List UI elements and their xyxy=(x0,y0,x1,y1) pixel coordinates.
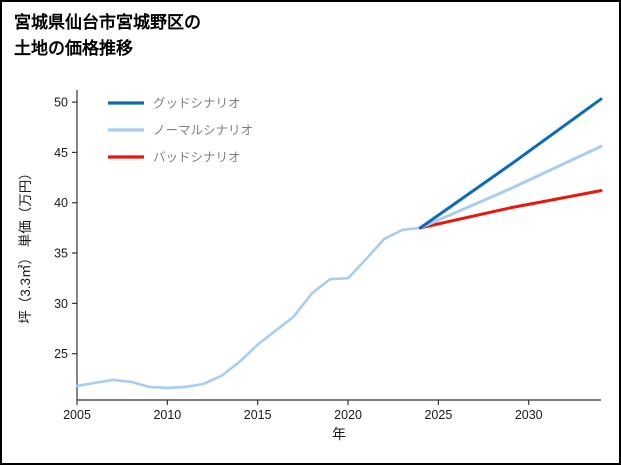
y-tick-label: 35 xyxy=(54,247,68,261)
legend-label: グッドシナリオ xyxy=(153,97,241,111)
chart-title-line1: 宮城県仙台市宮城野区の xyxy=(14,13,201,32)
legend-label: ノーマルシナリオ xyxy=(153,124,253,138)
scenario-line xyxy=(418,97,603,230)
y-axis-title: 坪（3.3㎡） 単価（万円） xyxy=(18,166,33,324)
x-tick-label: 2015 xyxy=(244,408,272,422)
y-tick-label: 45 xyxy=(54,146,68,160)
y-tick-label: 25 xyxy=(54,347,68,361)
x-tick-label: 2025 xyxy=(424,408,452,422)
x-tick-label: 2005 xyxy=(63,408,91,422)
x-tick-label: 2010 xyxy=(153,408,181,422)
history-line xyxy=(75,226,422,390)
scenario-line xyxy=(418,144,603,230)
chart-title-line2: 土地の価格推移 xyxy=(14,38,133,58)
chart-title: 宮城県仙台市宮城野区の 土地の価格推移 xyxy=(14,10,201,61)
y-tick-label: 30 xyxy=(54,297,68,311)
y-tick-label: 40 xyxy=(54,196,68,210)
x-tick-label: 2030 xyxy=(515,408,543,422)
y-tick-label: 50 xyxy=(54,96,68,110)
legend-label: バッドシナリオ xyxy=(153,151,241,165)
x-axis-title: 年 xyxy=(332,426,346,442)
scenario-line xyxy=(418,189,603,230)
x-tick-label: 2020 xyxy=(334,408,362,422)
